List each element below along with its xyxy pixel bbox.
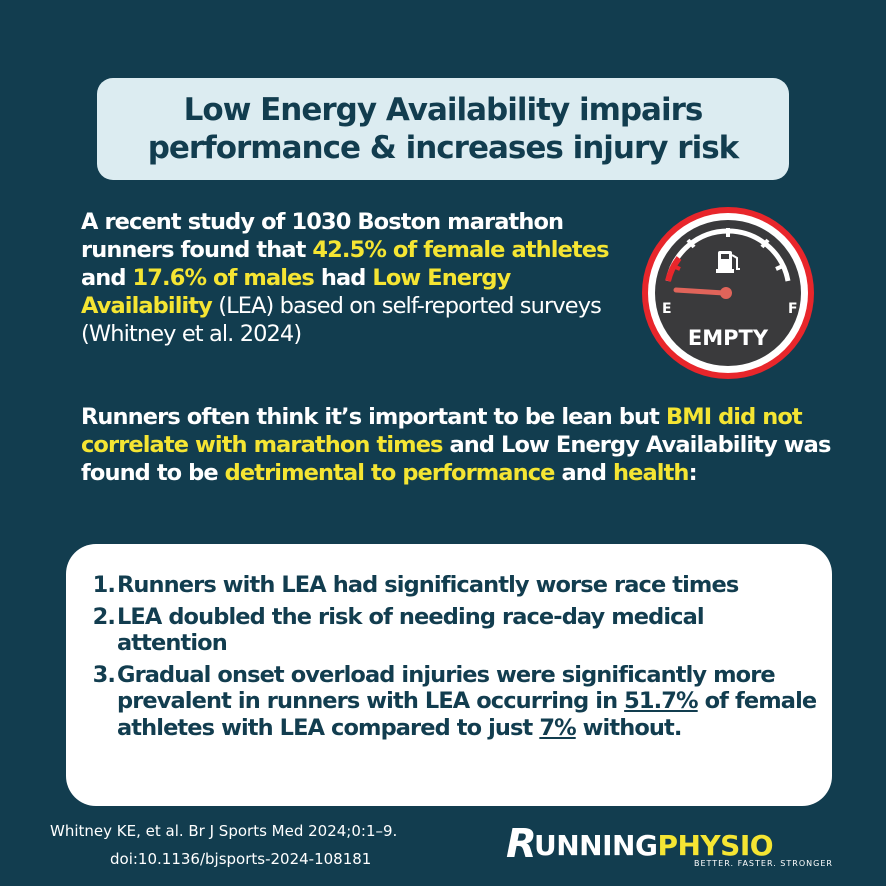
- logo-r: R: [506, 821, 537, 867]
- list-item: 3. Gradual onset overload injuries were …: [85, 662, 820, 742]
- health-highlight: health: [613, 460, 689, 486]
- lea-highlight: Low Energy Availability: [81, 265, 511, 319]
- finding-3-text-c: without.: [575, 714, 683, 741]
- list-item: 1. Runners with LEA had significantly wo…: [85, 572, 820, 599]
- para2-text-2: and Low Energy Availability was found to…: [81, 432, 831, 486]
- fuel-gauge-icon: E F EMPTY: [642, 207, 814, 379]
- citation-doi: doi:10.1136/bjsports-2024-108181: [110, 850, 372, 868]
- logo-tagline: BETTER. FASTER. STRONGER: [694, 859, 833, 868]
- list-item-number: 3.: [92, 661, 116, 688]
- gauge-label-e: E: [662, 301, 672, 317]
- fuel-pump-icon: [716, 251, 740, 273]
- logo-physio: PHYSIO: [657, 829, 774, 862]
- non-lea-injury-percentage: 7%: [539, 714, 576, 741]
- list-item-text: LEA doubled the risk of needing race-day…: [117, 603, 705, 657]
- logo-running: UNNING: [534, 829, 658, 862]
- logo-wordmark: UNNINGPHYSIO: [534, 829, 774, 862]
- para1-text-3: had: [313, 265, 373, 291]
- list-item: 2. LEA doubled the risk of needing race-…: [85, 604, 820, 657]
- detrimental-highlight: detrimental to performance: [224, 460, 556, 486]
- list-item-number: 2.: [92, 603, 116, 630]
- para2-text-1: Runners often think it’s important to be…: [81, 404, 666, 430]
- male-percentage-highlight: 17.6% of males: [132, 265, 315, 291]
- list-item-text: Runners with LEA had significantly worse…: [117, 572, 739, 598]
- citation-line-1: Whitney KE, et al. Br J Sports Med 2024;…: [50, 822, 398, 840]
- para1-text-1: A recent study of 1030 Boston marathon r…: [81, 209, 564, 263]
- gauge-label-empty: EMPTY: [688, 326, 769, 350]
- gauge-needle: [673, 287, 727, 296]
- title-banner: Low Energy Availability impairs performa…: [97, 78, 789, 180]
- gauge-label-f: F: [788, 301, 798, 317]
- bmi-paragraph: Runners often think it’s important to be…: [81, 403, 841, 487]
- female-injury-percentage: 51.7%: [624, 688, 698, 714]
- female-percentage-highlight: 42.5% of female athletes: [312, 237, 609, 263]
- list-item-text: Gradual onset overload injuries were sig…: [115, 662, 820, 742]
- study-summary-paragraph: A recent study of 1030 Boston marathon r…: [81, 208, 631, 348]
- para2-text-3: and: [554, 460, 613, 486]
- findings-panel: [66, 544, 832, 806]
- list-item-number: 1.: [92, 572, 116, 598]
- bmi-highlight: BMI did not correlate with marathon time…: [81, 404, 803, 458]
- finding-3-text-b: of female athletes with LEA compared to …: [117, 688, 817, 741]
- title-line-2: performance & increases injury risk: [147, 130, 740, 166]
- title-line-1: Low Energy Availability impairs: [183, 92, 704, 128]
- para2-text-4: :: [688, 460, 698, 486]
- finding-3-text-a: Gradual onset overload injuries were sig…: [117, 661, 776, 715]
- para1-text-2: and: [81, 265, 133, 291]
- para1-text-4: (LEA) based on self-reported surveys (Wh…: [81, 293, 602, 347]
- findings-list: 1. Runners with LEA had significantly wo…: [85, 572, 820, 741]
- runningphysio-logo: R UNNINGPHYSIO BETTER. FASTER. STRONGER: [506, 823, 852, 871]
